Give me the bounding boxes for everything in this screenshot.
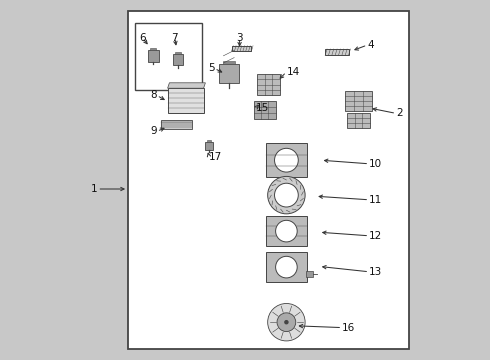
Text: 5: 5 [208, 63, 215, 73]
Circle shape [277, 313, 296, 332]
Text: 9: 9 [150, 126, 157, 136]
Circle shape [268, 303, 305, 341]
Bar [266, 252, 307, 282]
Bar [347, 113, 370, 128]
Text: 7: 7 [172, 33, 178, 43]
Circle shape [274, 183, 298, 207]
Bar [161, 120, 192, 129]
Text: 2: 2 [396, 108, 403, 118]
Text: 16: 16 [342, 323, 355, 333]
Bar [345, 91, 372, 111]
Bar [205, 142, 213, 150]
Text: 4: 4 [368, 40, 374, 50]
Text: 13: 13 [369, 267, 383, 277]
Text: 15: 15 [256, 103, 269, 113]
Bar [207, 140, 211, 142]
Bar [150, 48, 156, 50]
Text: 3: 3 [236, 33, 243, 43]
Bar [266, 143, 307, 177]
Text: 8: 8 [150, 90, 157, 100]
Text: 6: 6 [139, 33, 146, 43]
Bar [168, 88, 204, 113]
Polygon shape [306, 271, 313, 277]
Bar [128, 11, 409, 349]
Text: 11: 11 [369, 195, 383, 205]
Text: 10: 10 [369, 159, 382, 169]
Circle shape [284, 320, 289, 324]
Polygon shape [168, 83, 205, 88]
Bar [231, 46, 251, 51]
Text: 1: 1 [91, 184, 98, 194]
Bar [173, 54, 183, 65]
Circle shape [275, 256, 297, 278]
Text: 12: 12 [369, 231, 383, 241]
Bar [325, 49, 348, 55]
Bar [135, 23, 202, 90]
Circle shape [274, 148, 298, 172]
Bar [266, 216, 307, 246]
Bar [148, 50, 159, 62]
Bar [219, 64, 239, 83]
Bar [257, 74, 280, 95]
Bar [223, 61, 235, 64]
Circle shape [275, 220, 297, 242]
Text: 17: 17 [209, 152, 222, 162]
Circle shape [268, 176, 305, 214]
Text: 14: 14 [286, 67, 300, 77]
Bar [175, 52, 181, 54]
Bar [254, 101, 275, 119]
